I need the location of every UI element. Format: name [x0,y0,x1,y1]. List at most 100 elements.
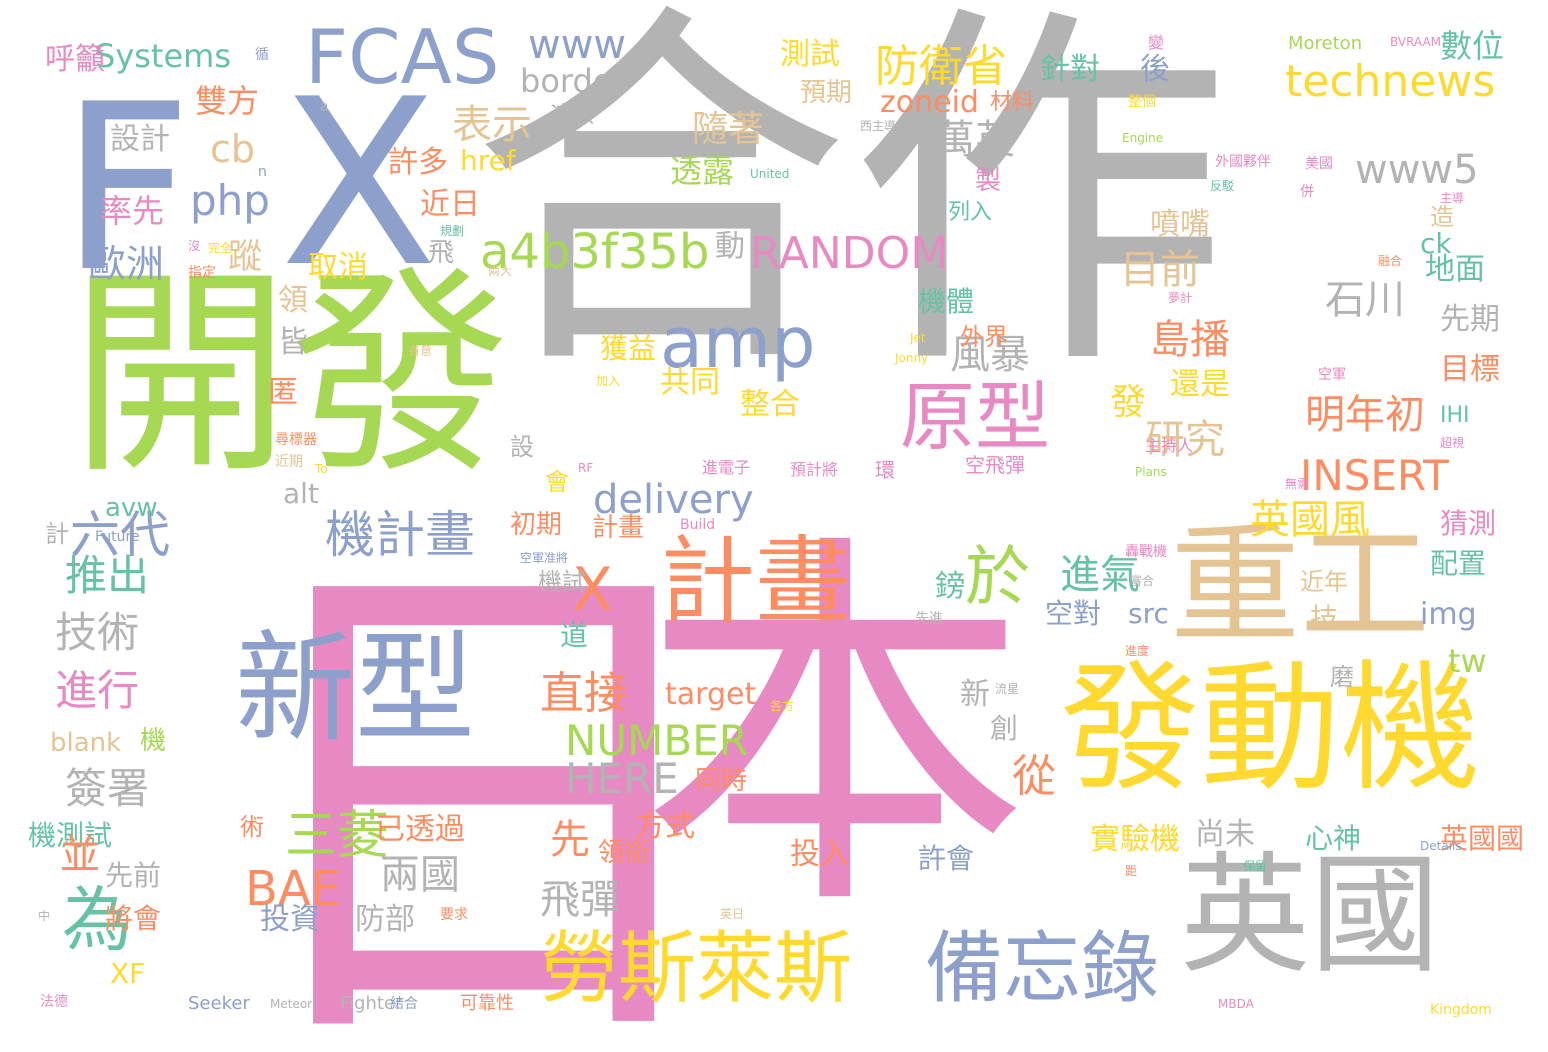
cloud-word: X [572,555,614,625]
cloud-word: 列入 [948,200,993,225]
cloud-word: 材料 [990,90,1035,115]
cloud-word: 勞斯萊斯 [540,924,853,1014]
cloud-word: 於 [965,540,1031,615]
cloud-word: 先進 [915,611,943,627]
cloud-word: a4b3f35b [480,224,710,280]
cloud-word: 融合 [1378,254,1403,268]
cloud-word: 轟戰機 [1125,544,1167,560]
cloud-word: 英國國 [1440,822,1525,855]
cloud-word: 數位 [1440,27,1505,65]
cloud-word: XF [110,957,146,990]
cloud-word: 石川 [1325,277,1405,323]
cloud-word: 實驗機 [1090,822,1180,857]
cloud-word: 機體 [918,285,975,318]
cloud-word: amp [660,302,816,384]
cloud-word: 原型 [900,373,1051,461]
cloud-word: 反駁 [1210,179,1235,193]
cloud-word: 術 [240,813,264,841]
cloud-word: 測試 [780,37,840,72]
cloud-word: 猜測 [1440,507,1497,540]
cloud-word: 空軍 [1318,367,1346,383]
cloud-word: 蹤 [228,237,262,277]
cloud-word: Engine [1122,131,1164,145]
cloud-word: 先前 [105,859,162,892]
cloud-word: 領 [278,283,308,318]
cloud-word: 近日 [420,187,480,222]
cloud-word: zoneid [880,85,979,120]
cloud-word: 計 [45,520,69,548]
cloud-word: 環 [875,458,895,482]
cloud-word: 島播 [1150,317,1230,363]
cloud-word: a [320,99,329,115]
cloud-word: Build [680,517,716,533]
cloud-word: img [1420,597,1477,632]
cloud-word: 動 [715,229,745,264]
cloud-word: 風暴 [950,332,1030,378]
cloud-word: 循 [255,47,269,63]
cloud-word: 進氣 [1060,552,1140,598]
cloud-word: 取消 [308,250,368,285]
cloud-word: 兩國 [380,852,460,898]
cloud-word: MBDA [1218,997,1254,1011]
cloud-word: 許會 [918,842,975,875]
cloud-word: 三菱 [285,806,390,866]
cloud-word: 機計畫 [325,506,475,564]
cloud-word: 整合 [740,387,800,422]
cloud-word: 超視 [1440,436,1465,450]
cloud-word: 規劃 [440,224,465,238]
cloud-word: cb [210,127,256,171]
cloud-word: 雙方 [195,82,260,120]
cloud-word: 計畫 [592,513,645,543]
cloud-word: 機 [140,726,167,756]
cloud-word: technews [1285,56,1496,107]
cloud-word: 美國 [1305,156,1333,172]
cloud-word: 進電子 [702,458,751,477]
cloud-word: Plans [1135,465,1167,479]
cloud-word: 呼籲 [45,42,105,77]
cloud-word: 技 [1310,602,1339,635]
cloud-word: Systems [95,37,231,75]
cloud-word: 新 [960,677,990,712]
cloud-word: 飛 [428,238,455,268]
cloud-word: 併 [1300,184,1314,200]
cloud-word: 重工 [1170,509,1431,661]
cloud-word: border [520,62,626,100]
cloud-word: Jonny [895,351,929,365]
cloud-word: 獲益 [600,332,657,365]
cloud-word: NUMBER [565,716,748,765]
cloud-word: 製 [975,166,1002,196]
cloud-word: 空軍准將 [520,551,569,565]
cloud-word: 外界 [960,323,1008,351]
cloud-word: RF [578,461,594,475]
cloud-word: 研究 [1145,417,1225,463]
cloud-word: 近年 [1300,568,1348,596]
cloud-word: 簽署 [65,764,150,813]
cloud-word: 機試 [538,568,586,596]
cloud-word: 目標 [1440,352,1500,387]
cloud-word: 防衛省 [875,41,1007,92]
cloud-word: 目前 [1120,247,1200,293]
cloud-word: 發 [1110,382,1147,423]
cloud-word: 夢計 [1168,291,1193,305]
cloud-word: 要求 [440,907,468,923]
cloud-word: Moreton [1288,33,1363,54]
cloud-word: 針對 [1040,52,1100,87]
cloud-word: 進度 [1125,644,1150,658]
cloud-word: 法德 [40,994,68,1010]
cloud-word: 保留 [1243,859,1268,873]
cloud-word: avw [105,493,158,523]
cloud-word: RANDOM [750,228,949,279]
cloud-word: Meteor [270,997,313,1011]
cloud-word: 西主導 [860,119,897,133]
cloud-word: 這款 [550,103,595,128]
cloud-word: 完全 [208,241,233,255]
cloud-word: 中 [38,909,51,923]
cloud-word: 初期 [510,510,563,540]
cloud-word: 有意 [408,344,433,358]
cloud-word: www5 [1355,147,1479,193]
cloud-word: 審合 [1130,574,1155,588]
cloud-word: 率先 [100,192,165,230]
cloud-word: 英日 [720,907,745,921]
cloud-word: 心神 [1305,822,1362,855]
cloud-word: 磨 [1330,663,1354,691]
